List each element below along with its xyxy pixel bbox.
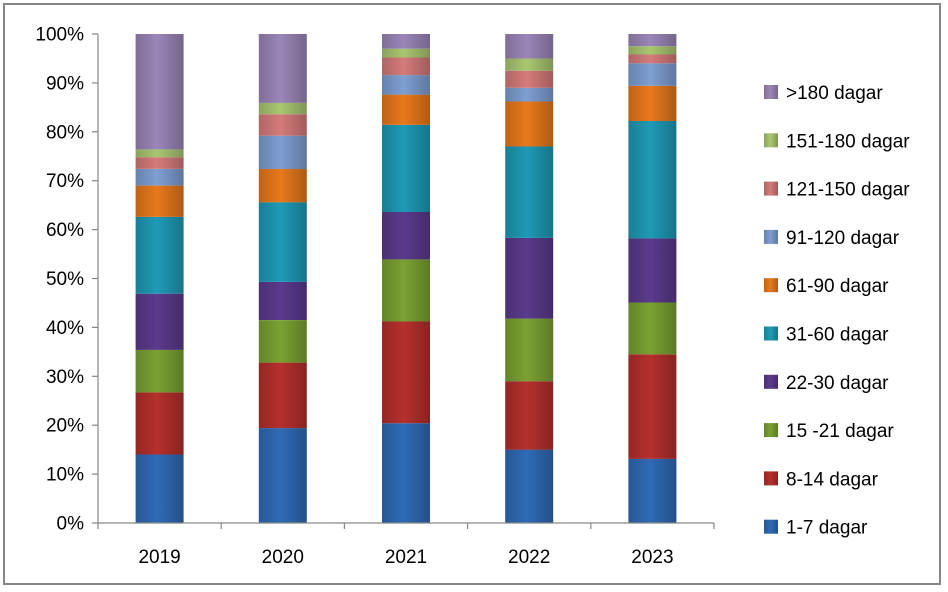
x-tick-label: 2021 (385, 547, 427, 568)
legend-label: 22-30 dagar (786, 373, 889, 394)
bar-2019-91-120-dagar (135, 169, 184, 186)
bar-2022-91-120-dagar (505, 87, 554, 102)
y-tick-label: 0% (57, 514, 85, 535)
legend-label: 91-120 dagar (786, 228, 900, 249)
bar-2021-8-14-dagar (382, 321, 430, 424)
bar-2020-1-7-dagar (258, 428, 307, 523)
y-tick-label: 60% (46, 220, 84, 241)
bar-2021-151-180-dagar (382, 48, 430, 58)
bar-2019-61-90-dagar (135, 185, 184, 217)
legend-swatch (764, 519, 778, 534)
legend-label: 8-14 dagar (786, 469, 879, 490)
legend-label: >180 dagar (786, 83, 883, 104)
bar-2022-31-60-dagar (505, 146, 554, 238)
legend-swatch (764, 85, 778, 99)
bar-2022-15-21-dagar (505, 318, 554, 382)
bar-2023-8-14-dagar (628, 354, 677, 459)
bar-2020-22-30-dagar (258, 281, 307, 320)
bar-2019-8-14-dagar (135, 392, 184, 455)
bar-2020-61-90-dagar (258, 169, 307, 203)
y-tick-label: 10% (46, 465, 84, 486)
legend-label: 15 -21 dagar (786, 421, 894, 442)
legend-swatch (764, 181, 778, 196)
bar-2023--180-dagar (628, 34, 677, 47)
bar-2023-1-7-dagar (628, 458, 677, 523)
bar-2019-31-60-dagar (135, 216, 184, 294)
y-tick-label: 20% (46, 416, 84, 437)
bar-2022-8-14-dagar (505, 381, 554, 450)
bar-2021-31-60-dagar (382, 125, 430, 212)
legend-swatch (764, 229, 778, 244)
bar-2023-15-21-dagar (628, 302, 677, 355)
bar-2020-151-180-dagar (258, 102, 307, 115)
y-tick-label: 80% (46, 122, 84, 143)
y-tick-labels: 0% 10% 20% 30% 40% 50% 60% 70% 80% 90% 100% (35, 25, 84, 535)
x-tick-label: 2022 (508, 547, 550, 568)
bar-2022-151-180-dagar (505, 58, 554, 71)
legend-swatch (764, 471, 778, 486)
legend-swatch (764, 278, 778, 293)
bar-2022-121-150-dagar (505, 70, 554, 88)
bar-2023-22-30-dagar (628, 238, 677, 303)
bar-2019-151-180-dagar (135, 149, 184, 158)
bar-2021-61-90-dagar (382, 94, 430, 125)
legend-label: 1-7 dagar (786, 518, 868, 539)
bar-2023-151-180-dagar (628, 46, 677, 55)
bar-2023-121-150-dagar (628, 54, 677, 64)
bar-2021-22-30-dagar (382, 212, 430, 260)
axes-group (92, 33, 715, 529)
bar-2020-121-150-dagar (258, 114, 307, 136)
bar-2019-1-7-dagar (135, 454, 184, 523)
bar-2021-91-120-dagar (382, 75, 430, 95)
legend-label: 31-60 dagar (786, 325, 889, 346)
bar-2022--180-dagar (505, 34, 554, 59)
bar-2023-31-60-dagar (628, 121, 677, 239)
x-tick-label: 2023 (631, 547, 673, 568)
bar-2020-8-14-dagar (258, 362, 307, 429)
bar-2020--180-dagar (258, 34, 307, 103)
y-tick-label: 100% (35, 25, 84, 46)
y-tick-label: 40% (46, 318, 84, 339)
x-tick-label: 2020 (262, 547, 304, 568)
bars-group (135, 34, 677, 523)
bar-2023-91-120-dagar (628, 63, 677, 86)
legend-label: 151-180 dagar (786, 131, 910, 152)
bar-2019-121-150-dagar (135, 157, 184, 169)
bar-2021-1-7-dagar (382, 423, 430, 523)
bar-2019-15-21-dagar (135, 349, 184, 393)
y-tick-label: 50% (46, 269, 84, 290)
legend-label: 61-90 dagar (786, 276, 889, 297)
bar-2022-1-7-dagar (505, 449, 554, 523)
legend-swatch (764, 423, 778, 438)
bar-2023-61-90-dagar (628, 85, 677, 121)
legend-swatch (764, 133, 778, 148)
x-tick-label: 2019 (138, 547, 180, 568)
bar-2019--180-dagar (135, 34, 184, 150)
bar-2020-91-120-dagar (258, 135, 307, 169)
bar-2021-15-21-dagar (382, 259, 430, 322)
legend-label: 121-150 dagar (786, 180, 910, 201)
bar-2020-15-21-dagar (258, 320, 307, 363)
y-tick-label: 30% (46, 367, 84, 388)
bar-2019-22-30-dagar (135, 293, 184, 350)
y-tick-label: 90% (46, 73, 84, 94)
legend: >180 dagar 151-180 dagar 121-150 dagar 91-1… (764, 83, 910, 539)
y-tick-label: 70% (46, 171, 84, 192)
legend-swatch (764, 326, 778, 341)
bar-2020-31-60-dagar (258, 202, 307, 282)
legend-swatch (764, 374, 778, 389)
bar-2022-22-30-dagar (505, 237, 554, 319)
bar-2021-121-150-dagar (382, 57, 430, 76)
x-tick-labels: 2019 2020 2021 2022 2023 (138, 547, 673, 568)
bar-2022-61-90-dagar (505, 101, 554, 147)
bar-2021--180-dagar (382, 34, 430, 49)
